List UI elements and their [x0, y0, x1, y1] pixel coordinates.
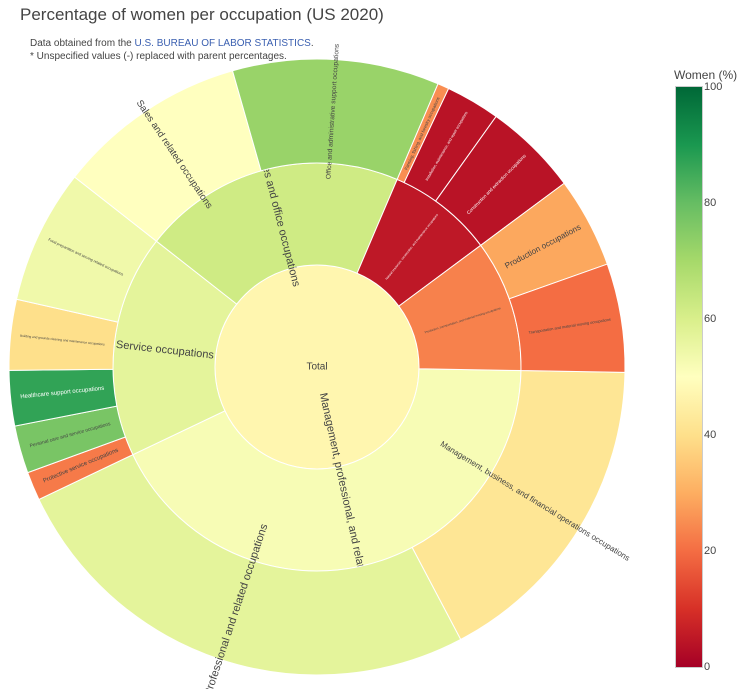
colorbar — [675, 86, 703, 668]
source-note-prefix: Data obtained from the — [30, 38, 135, 49]
source-note: Data obtained from the U.S. BUREAU OF LA… — [30, 38, 314, 49]
colorbar-tick-label: 100 — [704, 81, 723, 93]
sunburst-subsector-professional-and-related-occupations[interactable] — [38, 454, 462, 676]
colorbar-tick-label: 60 — [704, 313, 717, 325]
colorbar-tick-label: 20 — [704, 545, 717, 557]
colorbar-tick-label: 0 — [704, 661, 711, 673]
chart-title: Percentage of women per occupation (US 2… — [20, 5, 384, 24]
colorbar-tick-label: 80 — [704, 197, 717, 209]
sunburst-root-label: Total — [306, 362, 327, 373]
bls-link[interactable]: U.S. BUREAU OF LABOR STATISTICS — [134, 38, 311, 49]
unspecified-note: * Unspecified values (-) replaced with p… — [30, 51, 287, 62]
source-note-suffix: . — [310, 38, 314, 49]
colorbar-tick-label: 40 — [704, 429, 717, 441]
sunburst-subsector-transportation-and-material-moving-occupations[interactable] — [508, 263, 626, 373]
colorbar-title: Women (%) — [674, 68, 738, 82]
